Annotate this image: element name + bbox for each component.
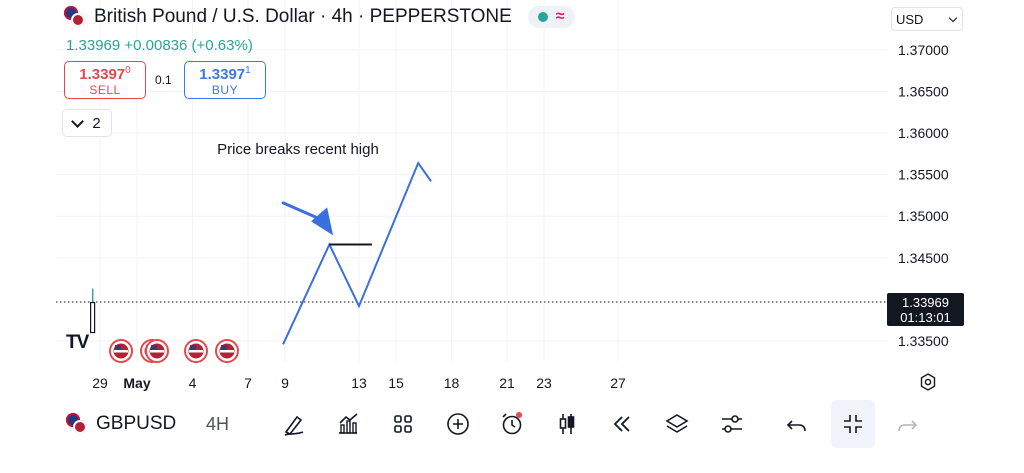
symbol-search-button[interactable]: GBPUSD: [66, 400, 176, 448]
undo-button[interactable]: [777, 400, 817, 448]
last-price-value: 1.33969: [902, 295, 949, 310]
alert-icon: [502, 412, 522, 435]
currency-select[interactable]: USD: [891, 7, 963, 31]
sell-button[interactable]: 1.33970 SELL: [64, 61, 146, 99]
y-tick-label: 1.35000: [898, 208, 949, 224]
redo-icon: [898, 420, 918, 432]
brush-icon: [284, 415, 304, 436]
bottom-toolbar: GBPUSD 4H: [56, 400, 968, 448]
redo-button[interactable]: [887, 400, 927, 448]
drawing-tools-button[interactable]: [274, 400, 314, 448]
us-flag-event-marker: [215, 339, 239, 363]
collapse-icon: [844, 415, 862, 433]
templates-icon: [394, 415, 412, 433]
annotation-arrow-head: [311, 207, 334, 236]
buy-label: BUY: [211, 83, 239, 97]
price-change-line: 1.33969 +0.00836 (+0.63%): [66, 37, 253, 54]
x-tick-label: 9: [281, 375, 289, 391]
market-open-dot-icon: [537, 12, 548, 22]
indicators-toggle-button[interactable]: 2: [62, 109, 112, 137]
y-tick-label: 1.37000: [898, 42, 949, 58]
candle-body: [89, 301, 96, 334]
tradingview-logo-icon[interactable]: TV: [66, 332, 89, 353]
y-tick-label: 1.35500: [898, 167, 949, 183]
layers-button[interactable]: [657, 400, 697, 448]
x-tick-label: 18: [444, 375, 460, 391]
undo-icon: [786, 420, 806, 432]
chevron-down-icon: [948, 13, 958, 22]
x-tick-label: 7: [244, 375, 252, 391]
y-tick-label: 1.33500: [898, 333, 949, 349]
indicators-icon: [339, 413, 358, 434]
currency-value: USD: [896, 11, 924, 27]
buy-price-pip: 1: [245, 65, 251, 76]
symbol-header: British Pound / U.S. Dollar · 4h · PEPPE…: [64, 6, 575, 28]
add-button[interactable]: [438, 400, 478, 448]
scale-settings-icon[interactable]: [919, 373, 937, 391]
settings-sliders-icon: [722, 415, 742, 433]
x-tick-label: 15: [388, 375, 404, 391]
collapse-button[interactable]: [831, 400, 875, 448]
annotation-text: Price breaks recent high: [217, 141, 379, 158]
buy-price: 1.3397: [199, 66, 246, 83]
indicators-count: 2: [92, 114, 101, 132]
chevron-down-icon: [71, 114, 85, 128]
replay-icon: [613, 416, 630, 432]
chart-canvas[interactable]: 1.37000 1.36500 1.36000 1.35500 1.35000 1.345…: [56, 0, 968, 400]
bar-countdown: 01:13:01: [900, 310, 951, 325]
chart-type-icon: [559, 414, 575, 434]
layers-icon: [665, 414, 689, 433]
last-price-tag: 1.33969 01:13:01: [887, 293, 964, 326]
indicators-button[interactable]: [328, 400, 368, 448]
status-wave-icon: ≈: [555, 8, 565, 25]
templates-button[interactable]: [383, 400, 423, 448]
spread-value: 0.1: [155, 73, 172, 87]
market-status-pill[interactable]: ≈: [527, 6, 575, 28]
y-tick-label: 1.36500: [898, 83, 949, 99]
currency-pair-flag-icon: [64, 6, 86, 28]
add-icon: [447, 413, 469, 435]
toolbar-symbol: GBPUSD: [96, 413, 177, 434]
x-tick-label: 21: [499, 375, 515, 391]
alert-button[interactable]: [492, 400, 532, 448]
y-tick-label: 1.34500: [898, 250, 949, 266]
x-tick-label: May: [123, 375, 150, 391]
symbol-title[interactable]: British Pound / U.S. Dollar · 4h · PEPPE…: [94, 6, 512, 27]
currency-pair-flag-icon: [66, 413, 88, 435]
sell-price-pip: 0: [125, 65, 131, 76]
x-tick-label: 13: [351, 375, 367, 391]
sell-price: 1.3397: [79, 66, 126, 83]
chart-type-button[interactable]: [547, 400, 587, 448]
buy-button[interactable]: 1.33971 BUY: [184, 61, 266, 99]
x-tick-label: 29: [92, 375, 108, 391]
sell-label: SELL: [89, 83, 121, 97]
x-tick-label: 27: [610, 375, 626, 391]
us-flag-event-marker: [184, 339, 208, 363]
x-tick-label: 4: [189, 375, 197, 391]
y-tick-label: 1.36000: [898, 125, 949, 141]
us-flag-event-marker: [145, 339, 169, 363]
object-settings-button[interactable]: [712, 400, 752, 448]
replay-button[interactable]: [602, 400, 642, 448]
projection-line: [282, 160, 432, 345]
interval-button[interactable]: 4H: [206, 413, 230, 434]
x-tick-label: 23: [536, 375, 552, 391]
us-flag-event-marker: [109, 339, 133, 363]
